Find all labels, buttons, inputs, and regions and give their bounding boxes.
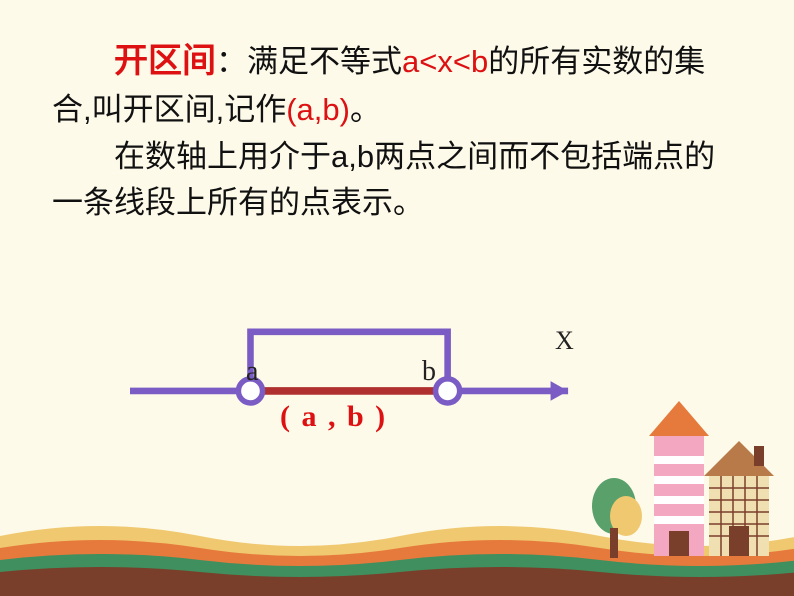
interval-text: ( a , b ) <box>280 400 387 434</box>
paragraph-1: 开区间：满足不等式a<x<b的所有实数的集合,叫开区间,记作(a,b)。 <box>52 36 742 134</box>
b-endpoint-label: b <box>422 356 436 388</box>
house2-door <box>729 526 749 556</box>
inequality: a<x<b <box>402 44 488 79</box>
heading-open-interval: 开区间 <box>114 42 216 80</box>
house1-stripe4 <box>654 516 704 524</box>
open-bracket <box>250 332 447 391</box>
p1a: 满足不等式 <box>247 44 402 79</box>
house2-chimney <box>754 446 764 466</box>
house1-roof <box>649 401 709 436</box>
house1-stripe3 <box>654 496 704 504</box>
colon: ： <box>216 44 247 79</box>
interval-notation: (a,b) <box>286 92 350 127</box>
axis-arrow <box>551 381 569 401</box>
p1c: 。 <box>350 92 381 127</box>
x-axis-label: X <box>555 326 574 356</box>
house1-stripe2 <box>654 476 704 484</box>
paragraph-2: 在数轴上用介于a,b两点之间而不包括端点的一条线段上所有的点表示。 <box>52 134 742 227</box>
tree-trunk <box>610 528 618 558</box>
a-endpoint-label: a <box>246 356 258 388</box>
house1-stripe1 <box>654 456 704 464</box>
endpoint-b-circle <box>436 379 460 403</box>
decor-houses <box>584 396 784 576</box>
number-line-diagram <box>130 300 590 460</box>
house1-door <box>669 531 689 556</box>
main-text: 开区间：满足不等式a<x<b的所有实数的集合,叫开区间,记作(a,b)。 在数轴… <box>52 36 742 227</box>
